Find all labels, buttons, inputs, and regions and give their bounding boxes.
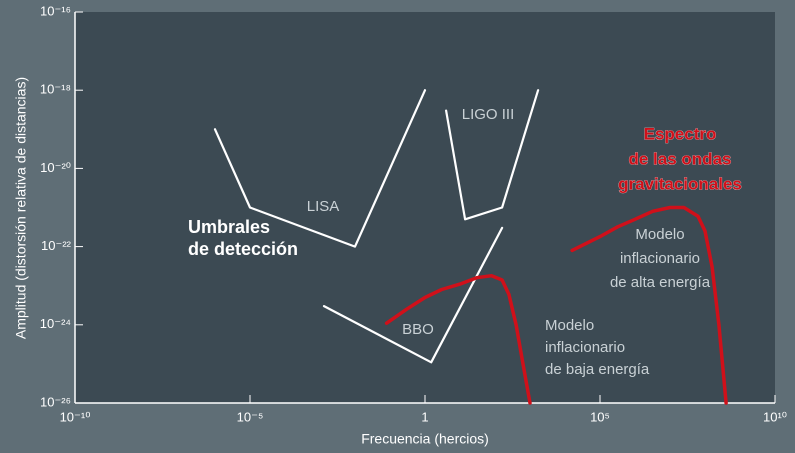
- annotation: inflacionario: [620, 250, 700, 267]
- annotation: Modelo: [545, 317, 594, 334]
- series-line: [213, 89, 427, 248]
- x-axis-label: Frecuencia (hercios): [361, 431, 489, 447]
- annotation: de baja energía: [545, 361, 650, 378]
- annotation: Espectro: [644, 124, 717, 143]
- y-axis-label: Amplitud (distorsión relativa de distanc…: [13, 77, 29, 339]
- annotation: Modelo: [635, 226, 684, 243]
- annotation: de las ondas: [629, 149, 732, 168]
- series-line: [384, 273, 532, 405]
- y-tick-label: 10⁻²⁶: [40, 394, 71, 409]
- annotation: LISA: [307, 198, 340, 215]
- annotation: BBO: [402, 321, 434, 338]
- y-tick-label: 10⁻²²: [41, 238, 72, 253]
- annotation: de alta energía: [610, 274, 711, 291]
- x-tick-label: 10¹⁰: [763, 409, 787, 424]
- x-tick-label: 10⁵: [590, 409, 610, 424]
- y-tick-label: 10⁻¹⁸: [40, 82, 71, 97]
- annotation: LIGO III: [462, 106, 515, 123]
- series-line: [570, 205, 728, 405]
- annotation: de detección: [188, 239, 298, 259]
- y-tick-label: 10⁻²⁰: [40, 160, 71, 175]
- series-line: [322, 226, 504, 364]
- annotation: gravitacionales: [618, 174, 742, 193]
- y-tick-label: 10⁻²⁴: [40, 316, 71, 331]
- series-line: [445, 89, 540, 221]
- x-tick-label: 1: [421, 409, 428, 424]
- annotation: inflacionario: [545, 339, 625, 356]
- x-tick-label: 10⁻⁵: [237, 409, 264, 424]
- annotation: Umbrales: [188, 217, 270, 237]
- y-tick-label: 10⁻¹⁶: [40, 3, 71, 18]
- x-tick-label: 10⁻¹⁰: [60, 409, 91, 424]
- plot-area: [75, 12, 775, 403]
